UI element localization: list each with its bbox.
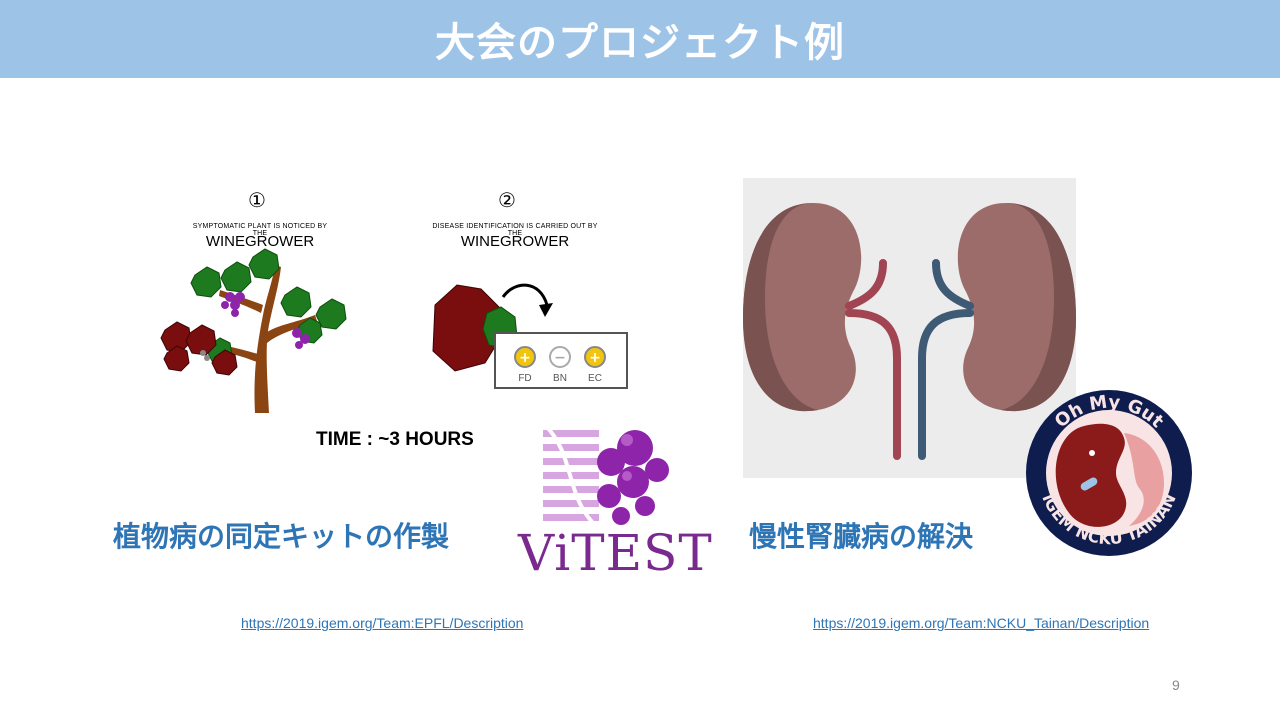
step-1-small-text: SYMPTOMATIC PLANT IS NOTICED BY THE: [192, 223, 328, 237]
step-1-number: ①: [248, 188, 266, 212]
step-1-big-text: WINEGROWER: [205, 233, 315, 250]
logo-bottom-text: iGEM NCKU TAINAN: [1038, 491, 1179, 549]
svg-text:+: +: [589, 350, 601, 366]
page-number: 9: [1172, 677, 1180, 693]
step-2-big-text: WINEGROWER: [460, 233, 570, 250]
epfl-description-link[interactable]: https://2019.igem.org/Team:EPFL/Descript…: [241, 615, 524, 631]
step-2-small-text: DISEASE IDENTIFICATION IS CARRIED OUT BY…: [432, 223, 598, 237]
vitest-logo-text: ViTEST: [518, 524, 713, 582]
oh-my-gut-logo: [1026, 390, 1192, 556]
test-label-fd: FD: [518, 373, 532, 384]
left-project-caption: 植物病の同定キットの作製: [113, 520, 450, 553]
step-2-number: ②: [498, 188, 516, 212]
time-label: TIME : ~3 HOURS: [316, 429, 474, 450]
logo-top-text: Oh My Gut: [1051, 392, 1168, 433]
svg-text:iGEM NCKU TAINAN: iGEM NCKU TAINAN: [1038, 491, 1179, 549]
oh-my-gut-logo-text-ring: Oh My Gut iGEM NCKU TAINAN: [1038, 392, 1179, 549]
test-label-ec: EC: [588, 373, 602, 384]
svg-text:+: +: [519, 350, 531, 366]
ncku-description-link[interactable]: https://2019.igem.org/Team:NCKU_Tainan/D…: [813, 615, 1150, 631]
leaf-test-kit-illustration: + − +: [432, 283, 628, 389]
grapevine-illustration: [160, 248, 347, 413]
right-project-caption: 慢性腎臓病の解決: [749, 520, 974, 553]
test-label-bn: BN: [553, 373, 567, 384]
svg-text:−: −: [554, 350, 566, 366]
slide-title: 大会のプロジェクト例: [435, 20, 845, 66]
title-bar: 大会のプロジェクト例: [0, 0, 1280, 78]
vitest-logo-graphic: [543, 423, 669, 527]
kidney-illustration: [743, 178, 1076, 478]
svg-text:Oh My Gut: Oh My Gut: [1051, 392, 1168, 433]
